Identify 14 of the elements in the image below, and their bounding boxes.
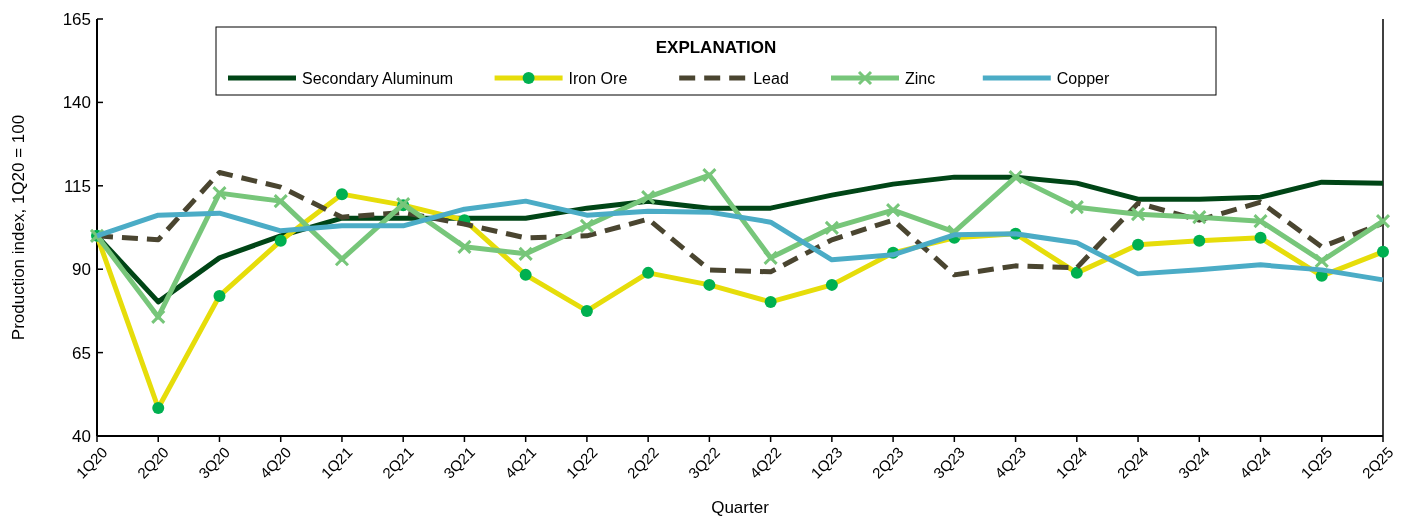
y-tick-label: 65 — [72, 343, 91, 363]
y-tick-label: 40 — [72, 426, 91, 446]
legend-label: Copper — [1056, 69, 1110, 87]
y-tick-label: 115 — [63, 176, 91, 196]
y-tick-label: 165 — [62, 9, 91, 29]
x-axis-title: Quarter — [711, 498, 770, 517]
legend-label: Iron Ore — [568, 69, 628, 87]
legend-label: Secondary Aluminum — [302, 69, 454, 87]
y-tick-label: 140 — [62, 93, 91, 113]
legend-label: Lead — [753, 69, 789, 87]
legend-title: EXPLANATION — [655, 38, 777, 57]
y-tick-label: 90 — [72, 260, 91, 280]
y-axis-title: Production index, 1Q20 = 100 — [9, 114, 28, 341]
legend-label: Zinc — [905, 69, 936, 87]
